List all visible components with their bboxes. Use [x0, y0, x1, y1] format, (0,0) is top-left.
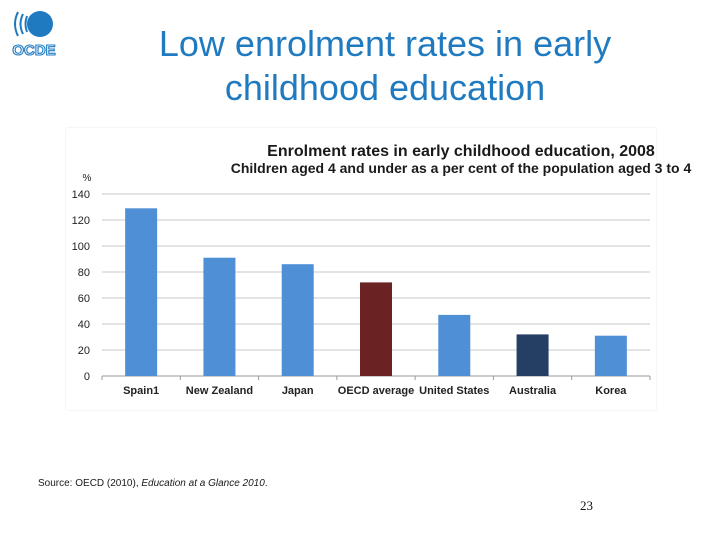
y-tick-label: 120 — [72, 215, 90, 227]
x-tick-label: Spain1 — [123, 385, 159, 397]
x-tick-label: OECD average — [338, 385, 414, 397]
x-tick-label: New Zealand — [186, 385, 253, 397]
x-tick-label: Korea — [595, 385, 627, 397]
oecd-logo-icon: OCDE — [12, 11, 56, 60]
logo-text: OCDE — [12, 42, 55, 58]
bar — [438, 314, 471, 376]
y-tick-label: 60 — [78, 293, 90, 305]
slide-title-line1: Low enrolment rates in early — [158, 23, 612, 64]
x-tick-label: United States — [419, 385, 489, 397]
y-tick-label: 40 — [78, 319, 90, 331]
y-tick-label: 80 — [78, 267, 90, 279]
page-number: 23 — [580, 498, 593, 513]
bar — [594, 335, 627, 376]
bar — [360, 282, 392, 376]
y-tick-label: 20 — [78, 345, 90, 357]
slide-title-line2: childhood education — [224, 67, 546, 108]
bar — [516, 334, 549, 376]
y-axis-label: % — [83, 173, 92, 184]
source-prefix: Source: OECD (2010), — [38, 478, 142, 489]
chart-title: Enrolment rates in early childhood educa… — [267, 143, 655, 160]
x-tick-label: Japan — [282, 385, 314, 397]
slide-title: Low enrolment rates in early childhood e… — [70, 22, 700, 110]
bar — [125, 208, 158, 376]
bar — [203, 257, 236, 376]
y-tick-label: 100 — [72, 241, 90, 253]
source-title: Education at a Glance 2010 — [141, 478, 265, 489]
oecd-logo: OCDE — [8, 8, 60, 60]
bar-chart: % 0 20 40 60 80 100 120 140 Spain1 New Zealand Japa… — [72, 173, 651, 397]
source-note: Source: OECD (2010), Education at a Glan… — [38, 478, 268, 489]
chart-container: Enrolment rates in early childhood educa… — [66, 128, 691, 410]
chart-subtitle: Children aged 4 and under as a per cent … — [230, 160, 692, 176]
y-tick-label: 0 — [84, 371, 90, 383]
y-tick-label: 140 — [72, 189, 90, 201]
source-suffix: . — [264, 478, 268, 489]
x-tick-label: Australia — [509, 385, 557, 397]
bar — [281, 264, 314, 376]
